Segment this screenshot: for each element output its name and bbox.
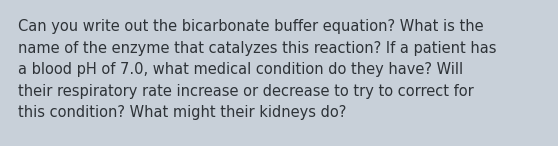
Text: Can you write out the bicarbonate buffer equation? What is the
name of the enzym: Can you write out the bicarbonate buffer… xyxy=(18,19,497,120)
